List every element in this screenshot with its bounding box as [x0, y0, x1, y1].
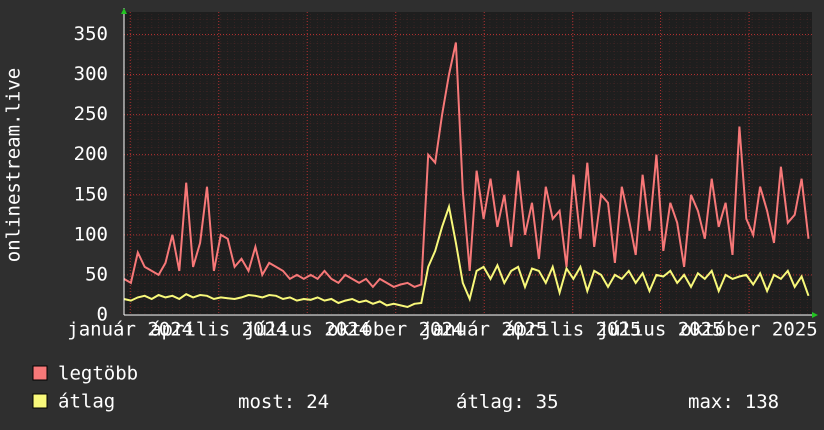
y-tick-label: 250	[74, 103, 108, 125]
x-tick-label: január 2025	[421, 319, 547, 341]
stat-label: most:	[238, 391, 295, 413]
y-tick-label: 100	[74, 223, 108, 245]
stat-label: átlag:	[456, 391, 525, 413]
legend-label: átlag	[58, 391, 115, 413]
minor-grid	[124, 12, 812, 315]
stat-value: 35	[536, 391, 559, 413]
series-line	[123, 42, 810, 289]
y-tick-label: 150	[74, 183, 108, 205]
stat-label: max:	[688, 391, 734, 413]
x-tick-label: október 2024	[327, 319, 464, 341]
y-tick-label: 0	[97, 304, 108, 326]
x-tick-label: július 2024	[244, 319, 370, 341]
stat-value: 138	[745, 391, 779, 413]
stat: max: 138	[688, 391, 779, 413]
legend-swatch	[32, 365, 48, 381]
x-tick-label: október 2025	[680, 319, 817, 341]
y-axis-label: onlinestream.live	[3, 68, 25, 262]
legend-label: legtöbb	[58, 363, 138, 385]
series-line	[123, 202, 810, 309]
legend-swatch	[32, 393, 48, 409]
x-tick-label: július 2025	[598, 319, 724, 341]
x-tick-label: április 2025	[504, 319, 641, 341]
stat: most: 24	[238, 391, 329, 413]
y-tick-label: 200	[74, 143, 108, 165]
y-tick-label: 50	[85, 263, 108, 285]
y-tick-label: 300	[74, 63, 108, 85]
y-tick-label: 350	[74, 23, 108, 45]
x-tick-label: január 2024	[67, 319, 193, 341]
stat: átlag: 35	[456, 391, 559, 413]
x-arrow	[812, 312, 818, 318]
y-arrow	[121, 8, 127, 14]
x-tick-label: április 2024	[150, 319, 287, 341]
stat-value: 24	[306, 391, 329, 413]
